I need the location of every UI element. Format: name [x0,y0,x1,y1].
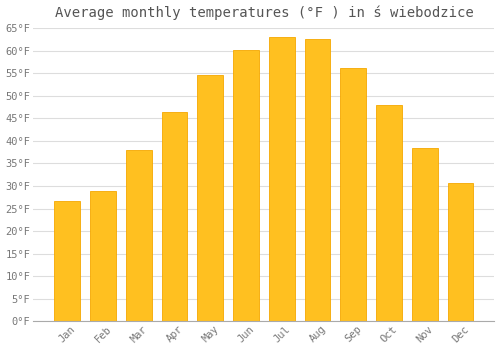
Bar [126,150,152,321]
Bar [269,37,294,321]
Bar [90,190,116,321]
Bar [448,183,473,321]
Bar [304,39,330,321]
Bar [412,148,438,321]
Bar [198,75,223,321]
Bar [233,50,259,321]
Title: Average monthly temperatures (°F ) in ś wiebodzice: Average monthly temperatures (°F ) in ś … [54,6,474,20]
Bar [376,105,402,321]
Bar [162,112,188,321]
Bar [340,68,366,321]
Bar [54,201,80,321]
